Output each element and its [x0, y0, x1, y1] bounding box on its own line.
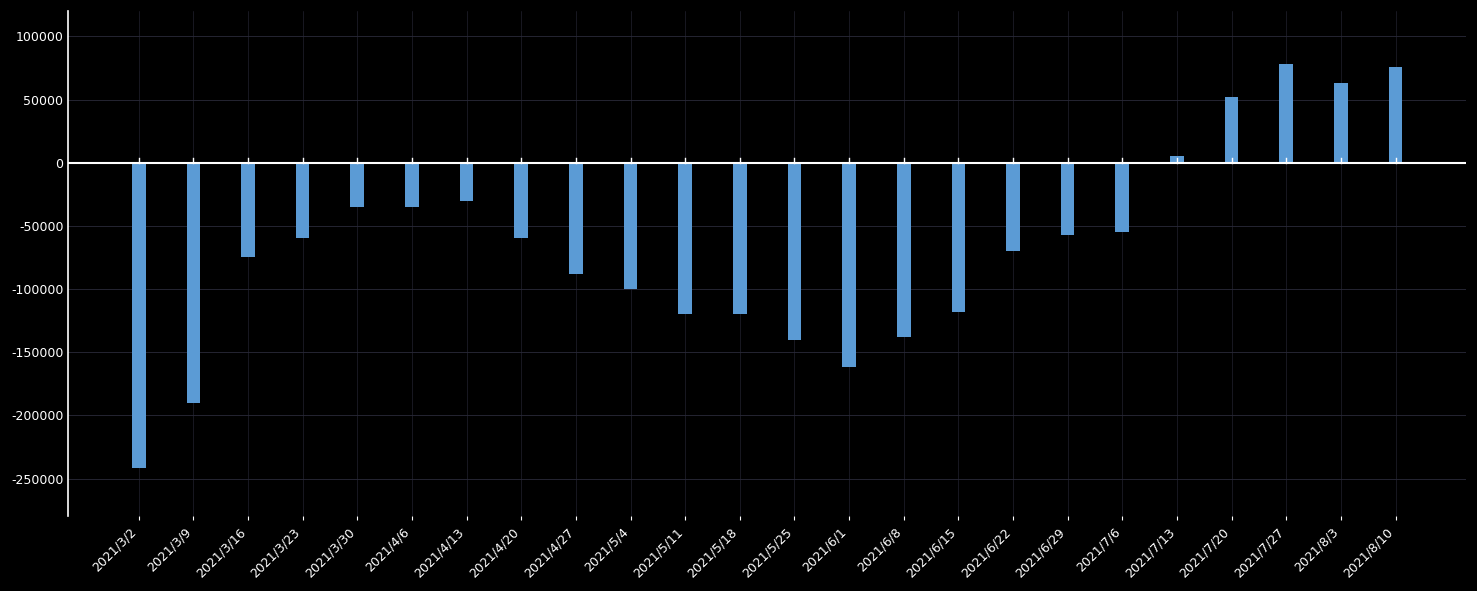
Bar: [1388, 67, 1402, 163]
Bar: [1115, 163, 1128, 232]
Bar: [1279, 64, 1292, 163]
Bar: [733, 163, 747, 314]
Bar: [350, 163, 365, 207]
Bar: [623, 163, 638, 289]
Bar: [1170, 157, 1183, 163]
Bar: [1060, 163, 1074, 235]
Bar: [1224, 97, 1238, 163]
Bar: [951, 163, 964, 312]
Bar: [514, 163, 529, 239]
Bar: [459, 163, 474, 200]
Bar: [1334, 83, 1347, 163]
Bar: [787, 163, 801, 340]
Bar: [842, 163, 855, 368]
Bar: [241, 163, 256, 258]
Bar: [131, 163, 146, 469]
Bar: [678, 163, 693, 314]
Bar: [569, 163, 583, 274]
Bar: [405, 163, 419, 207]
Bar: [186, 163, 201, 402]
Bar: [897, 163, 910, 337]
Bar: [295, 163, 310, 239]
Bar: [1006, 163, 1019, 251]
